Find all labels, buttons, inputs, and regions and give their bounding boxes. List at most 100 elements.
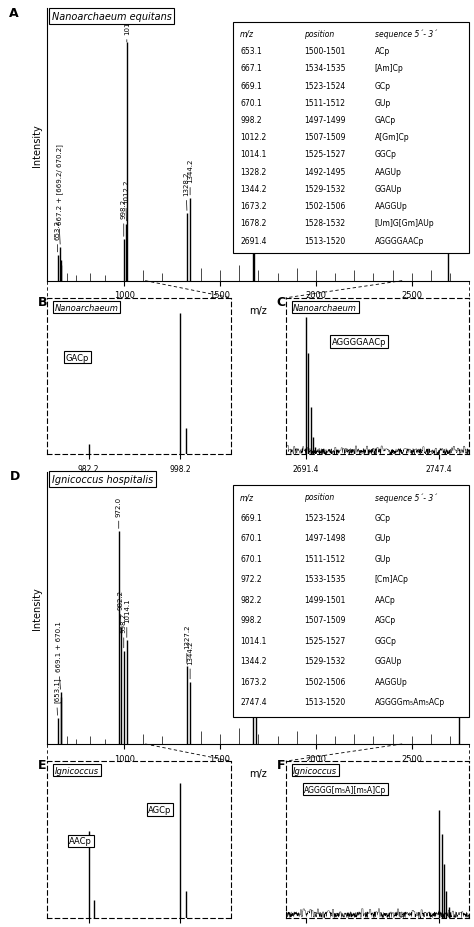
Text: 670.1: 670.1	[240, 554, 262, 563]
Text: 1511-1512: 1511-1512	[304, 98, 345, 108]
Text: 670.1: 670.1	[240, 98, 262, 108]
Text: GUp: GUp	[375, 534, 391, 542]
Text: 1507-1509: 1507-1509	[304, 616, 346, 625]
Text: 1688.3: 1688.3	[254, 598, 259, 622]
Text: 998.2: 998.2	[240, 616, 262, 625]
Text: AAGGUp: AAGGUp	[375, 677, 408, 686]
Text: Nanoarchaeum: Nanoarchaeum	[55, 303, 118, 312]
X-axis label: m/z: m/z	[131, 479, 147, 489]
Text: GACp: GACp	[66, 353, 89, 362]
Text: 1344.2: 1344.2	[187, 159, 193, 183]
Text: position: position	[304, 30, 334, 39]
Text: 1678.3: 1678.3	[252, 55, 257, 79]
Text: AGGGG[m₅A][m₅A]Cp: AGGGG[m₅A][m₅A]Cp	[304, 785, 386, 794]
Text: GGCp: GGCp	[375, 150, 397, 159]
Text: 2747.4: 2747.4	[456, 621, 462, 646]
Text: 669.1: 669.1	[240, 514, 262, 522]
Text: GUp: GUp	[375, 554, 391, 563]
Text: 1500-1501: 1500-1501	[304, 47, 345, 56]
Text: 1525-1527: 1525-1527	[304, 636, 345, 645]
Text: 1497-1499: 1497-1499	[304, 116, 346, 125]
Text: 1523-1524: 1523-1524	[304, 514, 345, 522]
Text: Ignicoccus: Ignicoccus	[293, 766, 337, 775]
Text: 1529-1532: 1529-1532	[304, 184, 345, 194]
FancyBboxPatch shape	[233, 486, 469, 717]
Text: 1497-1498: 1497-1498	[304, 534, 345, 542]
Text: B: B	[38, 296, 48, 309]
Text: AGCp: AGCp	[148, 805, 172, 814]
Text: 1502-1506: 1502-1506	[304, 677, 345, 686]
Text: 1528-1532: 1528-1532	[304, 219, 345, 228]
Text: 1492-1495: 1492-1495	[304, 168, 345, 176]
Text: AAGUp: AAGUp	[375, 168, 401, 176]
Text: 1673.3: 1673.3	[250, 88, 255, 113]
Text: 1513-1520: 1513-1520	[304, 697, 345, 706]
FancyBboxPatch shape	[233, 23, 469, 254]
Text: m/z: m/z	[240, 492, 254, 502]
Text: 667.1: 667.1	[240, 64, 262, 73]
Text: 1673.2: 1673.2	[250, 572, 256, 596]
Text: AGGGGm₅Am₅ACp: AGGGGm₅Am₅ACp	[375, 697, 445, 706]
Text: 1499-1501: 1499-1501	[304, 595, 345, 604]
Text: A: A	[9, 6, 19, 19]
Text: AGCp: AGCp	[375, 616, 396, 625]
Text: 670.1: 670.1	[240, 534, 262, 542]
Text: 2691.5: 2691.5	[446, 143, 451, 168]
Text: E: E	[38, 758, 47, 771]
Text: 998.2: 998.2	[121, 199, 127, 219]
Text: AAGGUp: AAGGUp	[375, 202, 408, 210]
Text: [653.1]: [653.1]	[54, 677, 60, 703]
X-axis label: m/z: m/z	[249, 306, 267, 315]
Text: 1327.2: 1327.2	[184, 624, 190, 648]
Text: D: D	[9, 469, 20, 482]
Text: 1014.1: 1014.1	[240, 150, 266, 159]
Text: A[Gm]Cp: A[Gm]Cp	[375, 133, 410, 142]
Text: 1511-1512: 1511-1512	[304, 554, 345, 563]
Text: 1534-1535: 1534-1535	[304, 64, 346, 73]
Text: GCp: GCp	[375, 82, 391, 91]
Text: Nanoarchaeum equitans: Nanoarchaeum equitans	[52, 12, 172, 22]
Text: 669.1: 669.1	[240, 82, 262, 91]
Text: 653.2: 653.2	[55, 220, 61, 240]
Text: AACp: AACp	[375, 595, 395, 604]
Text: position: position	[304, 492, 334, 502]
Text: 1014.1: 1014.1	[124, 598, 130, 622]
Text: C: C	[277, 296, 286, 309]
Text: GGAUp: GGAUp	[375, 656, 402, 666]
Text: 982.2: 982.2	[118, 590, 124, 609]
Text: Ignicoccus hospitalis: Ignicoccus hospitalis	[52, 475, 153, 485]
Text: 1012.2: 1012.2	[240, 133, 266, 142]
Text: 1328.2: 1328.2	[183, 171, 190, 196]
Text: 1513-1520: 1513-1520	[304, 236, 345, 246]
Text: [Cm]ACp: [Cm]ACp	[375, 575, 409, 583]
Text: 1533-1535: 1533-1535	[304, 575, 346, 583]
Text: 998.2: 998.2	[240, 116, 262, 125]
Text: 972.2: 972.2	[240, 575, 262, 583]
Text: 1523-1524: 1523-1524	[304, 82, 345, 91]
Text: F: F	[277, 758, 285, 771]
Text: 1525-1527: 1525-1527	[304, 150, 345, 159]
Text: GUp: GUp	[375, 98, 391, 108]
Text: 998.2: 998.2	[121, 613, 127, 633]
Text: 1678.2: 1678.2	[240, 219, 266, 228]
X-axis label: m/z: m/z	[249, 768, 267, 779]
Text: 1014.2: 1014.2	[124, 11, 130, 35]
Text: AGGGGAACp: AGGGGAACp	[332, 337, 386, 347]
Text: 982.2: 982.2	[240, 595, 262, 604]
Text: 1344.2: 1344.2	[240, 184, 266, 194]
Text: 1328.2: 1328.2	[240, 168, 266, 176]
Text: m/z: m/z	[240, 30, 254, 39]
Text: Nanoarchaeum: Nanoarchaeum	[293, 303, 357, 312]
Text: 1344.2: 1344.2	[240, 656, 266, 666]
Text: 1014.1: 1014.1	[240, 636, 266, 645]
Text: 2691.4: 2691.4	[240, 236, 266, 246]
Text: Ignicoccus: Ignicoccus	[55, 766, 99, 775]
Text: 1673.2: 1673.2	[240, 677, 266, 686]
Text: 1529-1532: 1529-1532	[304, 656, 345, 666]
Text: AACp: AACp	[69, 836, 92, 845]
Text: 669.1 + 670.1: 669.1 + 670.1	[56, 621, 62, 671]
Text: AGGGGAACp: AGGGGAACp	[375, 236, 424, 246]
Text: 1502-1506: 1502-1506	[304, 202, 345, 210]
Text: sequence 5´- 3´: sequence 5´- 3´	[375, 492, 437, 502]
Text: 2747.4: 2747.4	[240, 697, 267, 706]
